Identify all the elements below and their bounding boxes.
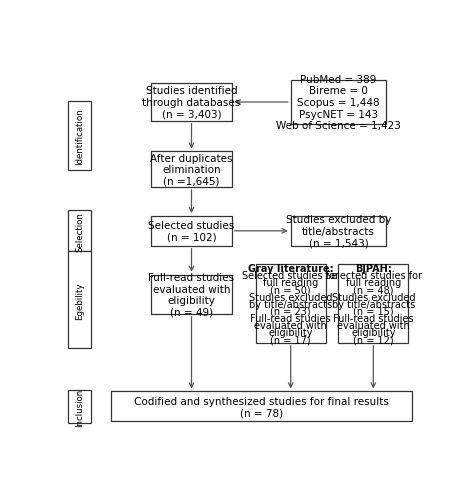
Text: evaluated with: evaluated with <box>337 320 410 331</box>
Bar <box>151 84 232 121</box>
Text: Gray literature:: Gray literature: <box>248 263 334 273</box>
Text: (n = 48): (n = 48) <box>353 285 393 295</box>
Bar <box>67 252 91 349</box>
Bar <box>338 265 408 343</box>
Bar <box>67 211 91 252</box>
Bar <box>291 80 386 125</box>
Text: Full-read studies: Full-read studies <box>250 313 331 323</box>
Text: Full-read studies: Full-read studies <box>333 313 414 323</box>
Text: Selection: Selection <box>75 212 84 251</box>
Bar <box>151 216 232 246</box>
Bar <box>67 390 91 424</box>
Text: Studies excluded: Studies excluded <box>332 292 415 302</box>
Text: by title/abstracts: by title/abstracts <box>332 299 415 309</box>
Text: Selected studies for: Selected studies for <box>325 271 422 281</box>
Text: full reading: full reading <box>263 278 319 287</box>
Bar <box>256 265 326 343</box>
Text: Studies identified
through databases
(n = 3,403): Studies identified through databases (n … <box>142 86 241 120</box>
Text: (n = 23): (n = 23) <box>270 306 311 316</box>
Text: PubMed = 389
Bireme = 0
Scopus = 1,448
PsycNET = 143
Web of Science = 1,423: PubMed = 389 Bireme = 0 Scopus = 1,448 P… <box>276 75 401 131</box>
Text: (n = 17): (n = 17) <box>270 334 311 345</box>
Bar <box>151 152 232 188</box>
Text: Studies excluded by
title/abstracts
(n = 1,543): Studies excluded by title/abstracts (n =… <box>286 215 391 248</box>
Text: Inclusion: Inclusion <box>75 388 84 425</box>
Text: Identification: Identification <box>75 108 84 165</box>
Bar <box>111 392 412 422</box>
Text: After duplicates
elimination
(n =1,645): After duplicates elimination (n =1,645) <box>150 153 233 186</box>
Text: Selected studies for: Selected studies for <box>242 271 339 281</box>
Bar <box>151 275 232 314</box>
Text: Egebility: Egebility <box>75 282 84 319</box>
Text: Selected studies
(n = 102): Selected studies (n = 102) <box>148 221 235 242</box>
Text: (n = 50): (n = 50) <box>270 285 311 295</box>
Text: Studies excluded: Studies excluded <box>249 292 332 302</box>
Text: full reading: full reading <box>346 278 401 287</box>
Text: (n = 12): (n = 12) <box>353 334 393 345</box>
Bar <box>291 216 386 246</box>
Text: (n = 15): (n = 15) <box>353 306 393 316</box>
Text: by title/abstracts: by title/abstracts <box>249 299 332 309</box>
Text: evaluated with: evaluated with <box>255 320 327 331</box>
Text: BJPAH:: BJPAH: <box>355 263 392 273</box>
Text: eligibility: eligibility <box>351 328 396 337</box>
Text: Full-read studies
evaluated with
eligibility
(n = 49): Full-read studies evaluated with eligibi… <box>148 272 235 317</box>
Bar <box>67 102 91 171</box>
Text: eligibility: eligibility <box>268 328 313 337</box>
Text: Codified and synthesized studies for final results
(n = 78): Codified and synthesized studies for fin… <box>134 396 389 417</box>
